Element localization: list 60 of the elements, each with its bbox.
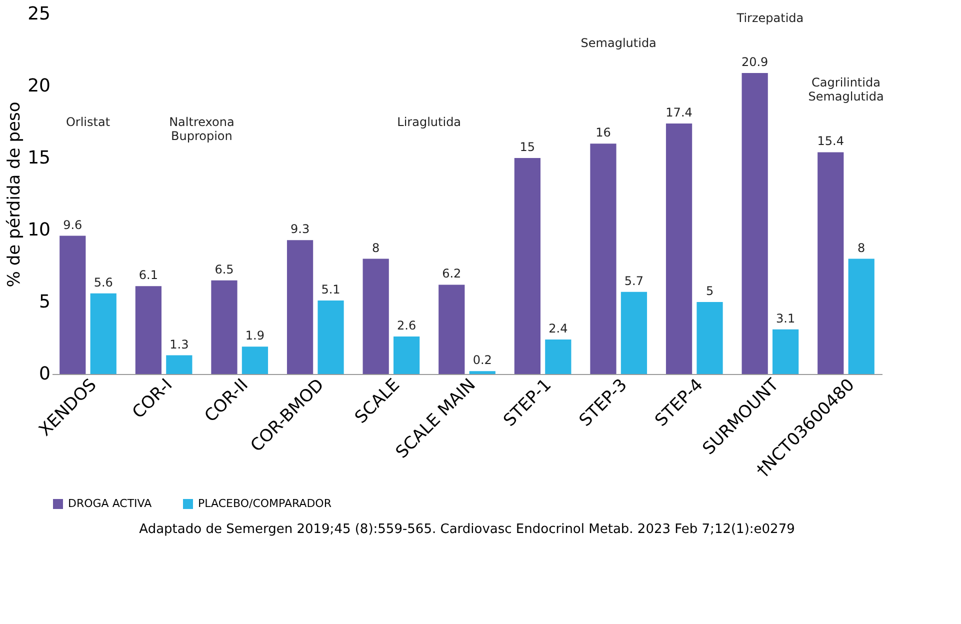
data-label: 6.1: [138, 268, 158, 282]
data-label: 8: [372, 240, 380, 255]
bar: [620, 292, 648, 374]
y-tick-label: 5: [39, 292, 50, 312]
data-label: 1.9: [245, 328, 265, 343]
annotation: Naltrexona Bupropion: [169, 115, 234, 144]
data-label: 16: [596, 126, 611, 140]
bar: [60, 236, 86, 374]
data-label: 0.2: [472, 353, 492, 368]
y-tick-label: 0: [39, 364, 50, 384]
y-axis-title: % de pérdida de peso: [4, 102, 25, 288]
annotation: Cagrilintida Semaglutida: [808, 76, 884, 104]
data-label: 3.1: [776, 311, 796, 326]
annotation: Liraglutida: [397, 115, 462, 130]
bar: [742, 73, 768, 374]
y-tick-label: 25: [28, 4, 50, 24]
data-label: 2.4: [548, 321, 568, 336]
data-label: 2.6: [397, 318, 416, 333]
data-label: 17.4: [666, 105, 692, 120]
annotation: Orlistat: [66, 115, 110, 130]
bar: [696, 302, 723, 374]
y-tick-label: 15: [28, 148, 50, 168]
data-label: 15: [520, 140, 536, 154]
bar: [166, 355, 192, 374]
bar: [772, 329, 799, 374]
bar: [666, 123, 692, 374]
legend-label: DROGA ACTIVA: [68, 497, 152, 510]
y-tick-label: 10: [28, 220, 50, 240]
bar: [848, 258, 874, 374]
bar: [438, 284, 465, 374]
data-label: 5.7: [624, 274, 644, 288]
annotation: Tirzepatida: [736, 10, 804, 25]
bar: [90, 293, 116, 374]
y-tick-label: 20: [28, 76, 50, 96]
bar: [318, 300, 344, 374]
bar: [545, 339, 572, 374]
data-label: 6.2: [442, 266, 462, 281]
bar: [362, 258, 389, 374]
bar: [818, 152, 844, 374]
data-label: 15.4: [817, 134, 844, 148]
data-label: 5: [706, 284, 714, 298]
data-label: 8: [858, 240, 866, 255]
text: Adaptado de Semergen 2019;45 (8):559-565. Cardiovasc Endocrinol Metab. 2023 Feb 7;12(1):e0279: [139, 522, 795, 537]
bar: [469, 371, 496, 374]
data-label: 9.6: [63, 218, 82, 232]
data-label: 1.3: [170, 337, 189, 352]
data-label: 9.3: [290, 222, 310, 236]
bar: [514, 158, 540, 374]
bar: [394, 336, 420, 374]
data-label: 5.1: [321, 282, 340, 297]
bar: [135, 286, 162, 374]
data-label: 20.9: [741, 55, 768, 70]
data-label: 6.5: [214, 262, 234, 276]
bar: [286, 240, 314, 374]
legend-label: PLACEBO/COMPARADOR: [198, 497, 332, 510]
annotation: Semaglutida: [580, 36, 656, 50]
data-label: 5.6: [94, 275, 113, 290]
bar: [590, 144, 616, 374]
bar: [211, 280, 238, 374]
bar: [242, 346, 268, 374]
